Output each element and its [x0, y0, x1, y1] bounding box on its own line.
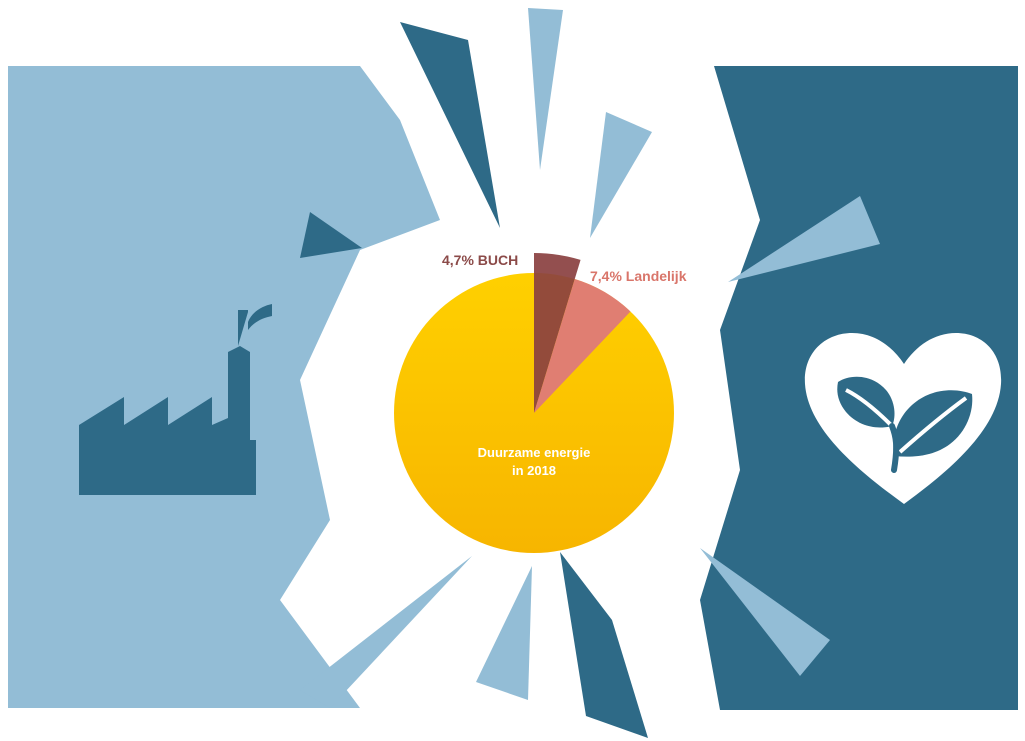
sun-ray	[476, 566, 532, 700]
sun-ray	[700, 548, 830, 676]
left-panel	[8, 66, 440, 708]
buch-slice-label: 4,7% BUCH	[442, 252, 519, 268]
pie-slice-buch	[534, 253, 581, 413]
sun-ray	[728, 196, 880, 282]
pie-center-label-line-1: Duurzame energie	[477, 445, 591, 460]
energy-pie-chart	[394, 253, 674, 553]
sun-ray	[400, 22, 500, 228]
sun-ray	[300, 212, 362, 258]
pie-center-label: Duurzame energie in 2018	[436, 444, 632, 480]
landelijk-slice-label: 7,4% Landelijk	[590, 268, 687, 284]
factory-icon	[79, 304, 272, 495]
right-leaf-vein	[898, 396, 968, 454]
leaf-stem	[889, 423, 900, 473]
sun-ray	[528, 8, 563, 170]
sun-ray	[300, 556, 472, 708]
pie-center-label-line-2: in 2018	[511, 463, 557, 478]
sun-ray	[590, 112, 652, 238]
sun-rays	[300, 8, 880, 738]
heart-leaves-icon	[804, 333, 1002, 504]
sun-ray	[560, 552, 648, 738]
left-leaf-vein	[845, 388, 894, 428]
pie-slice-landelijk	[534, 279, 631, 413]
